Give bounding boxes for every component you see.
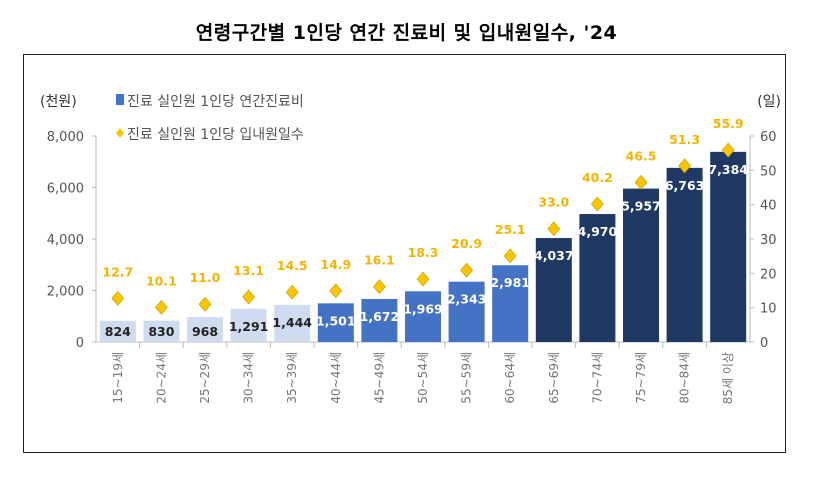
bar-value-label: 1,969	[403, 301, 443, 316]
bar	[535, 238, 572, 342]
left-tick-label: 4,000	[47, 233, 84, 248]
diamond-marker	[634, 174, 648, 190]
bar-value-label: 4,970	[578, 224, 618, 239]
x-tick-label: 15~19세	[111, 352, 125, 404]
x-tick-label: 75~79세	[634, 352, 648, 404]
bar-value-label: 4,037	[534, 248, 574, 263]
bar-value-label: 6,763	[665, 178, 705, 193]
right-tick-label: 30	[760, 233, 777, 248]
bar	[187, 317, 223, 342]
bar-value-label: 5,957	[621, 199, 661, 214]
bar-value-label: 1,291	[229, 319, 269, 334]
right-tick-label: 60	[760, 130, 777, 145]
right-tick-label: 10	[760, 302, 777, 317]
diamond-value-label: 20.9	[451, 236, 482, 251]
bar	[361, 298, 398, 342]
diamond-marker	[416, 271, 430, 287]
legend-bar-swatch	[116, 94, 124, 105]
bar-value-label: 2,981	[490, 275, 530, 290]
right-axis-unit: (일)	[757, 94, 781, 110]
x-tick-label: 85세 이상	[721, 352, 735, 404]
left-tick-label: 8,000	[47, 130, 84, 145]
diamond-value-label: 14.5	[277, 258, 308, 273]
x-tick-label: 30~34세	[242, 352, 256, 404]
diamond-value-label: 55.9	[713, 116, 744, 131]
bar	[666, 167, 703, 342]
right-tick-label: 0	[760, 336, 768, 351]
x-tick-label: 35~39세	[285, 352, 299, 404]
bar	[492, 265, 529, 342]
bar-value-label: 830	[148, 324, 174, 339]
bar-value-label: 824	[105, 324, 131, 339]
diamond-marker	[678, 158, 691, 174]
diamond-value-label: 16.1	[364, 253, 395, 268]
diamond-value-label: 40.2	[582, 170, 613, 185]
left-tick-label: 0	[76, 336, 84, 351]
right-tick-label: 20	[760, 267, 777, 282]
diamond-value-label: 46.5	[626, 148, 657, 163]
bar-value-label: 7,384	[708, 162, 748, 177]
bar-value-label: 1,444	[272, 315, 312, 330]
x-tick-label: 60~64세	[503, 352, 517, 404]
left-axis-unit: (천원)	[40, 94, 77, 110]
diamond-value-label: 33.0	[538, 195, 569, 210]
bar	[623, 188, 659, 342]
chart-title: 연령구간별 1인당 연간 진료비 및 입내원일수, '24	[195, 22, 618, 44]
diamond-marker	[503, 248, 517, 264]
legend-diamond-icon	[116, 128, 124, 138]
diamond-value-label: 18.3	[408, 245, 439, 260]
left-tick-label: 6,000	[47, 182, 84, 197]
bar	[579, 214, 616, 342]
diamond-marker	[198, 296, 212, 312]
x-tick-label: 20~24세	[154, 352, 168, 404]
x-tick-label: 80~84세	[678, 352, 692, 404]
diamond-marker	[155, 299, 168, 315]
diamond-marker	[547, 221, 561, 237]
x-tick-label: 45~49세	[372, 352, 386, 404]
bar	[274, 304, 311, 342]
diamond-marker	[329, 283, 343, 299]
legend-bar-label: 진료 실인원 1인당 연간진료비	[127, 94, 304, 110]
diamond-value-label: 10.1	[146, 273, 177, 288]
x-tick-label: 70~74세	[590, 352, 604, 404]
x-tick-label: 50~54세	[416, 352, 430, 404]
bar-value-label: 2,343	[447, 292, 487, 307]
legend: 진료 실인원 1인당 연간진료비 진료 실인원 1인당 입내원일수	[116, 94, 304, 143]
bar	[448, 281, 485, 342]
diamond-marker	[242, 289, 255, 305]
diamond-value-label: 12.7	[102, 264, 133, 279]
diamond-value-label: 25.1	[495, 222, 526, 237]
diamond-value-label: 14.9	[320, 257, 351, 272]
x-tick-label: 55~59세	[460, 352, 474, 404]
bar	[405, 291, 441, 342]
bar	[317, 303, 354, 342]
left-tick-label: 2,000	[47, 285, 84, 300]
diamond-value-label: 51.3	[669, 132, 700, 147]
diamond-marker	[721, 142, 735, 158]
chart-frame	[23, 54, 786, 453]
legend-diamond-label: 진료 실인원 1인당 입내원일수	[127, 127, 304, 143]
bar-value-label: 968	[192, 324, 218, 339]
diamond-marker	[111, 290, 125, 306]
x-tick-label: 65~69세	[547, 352, 561, 404]
diamond-marker	[373, 279, 386, 295]
right-tick-label: 50	[760, 164, 777, 179]
bar	[143, 320, 180, 342]
diamond-value-label: 13.1	[233, 263, 264, 278]
diamond-marker	[285, 284, 299, 300]
diamond-marker	[460, 262, 473, 278]
bar	[99, 320, 136, 342]
bar-value-label: 1,501	[316, 313, 356, 328]
right-tick-label: 40	[760, 199, 777, 214]
bar	[230, 308, 267, 342]
x-tick-label: 40~44세	[329, 352, 343, 404]
diamond-marker	[591, 196, 604, 212]
x-tick-label: 25~29세	[198, 352, 212, 404]
bar-value-label: 1,672	[360, 309, 400, 324]
diamond-value-label: 11.0	[190, 270, 221, 285]
bar	[710, 151, 747, 342]
